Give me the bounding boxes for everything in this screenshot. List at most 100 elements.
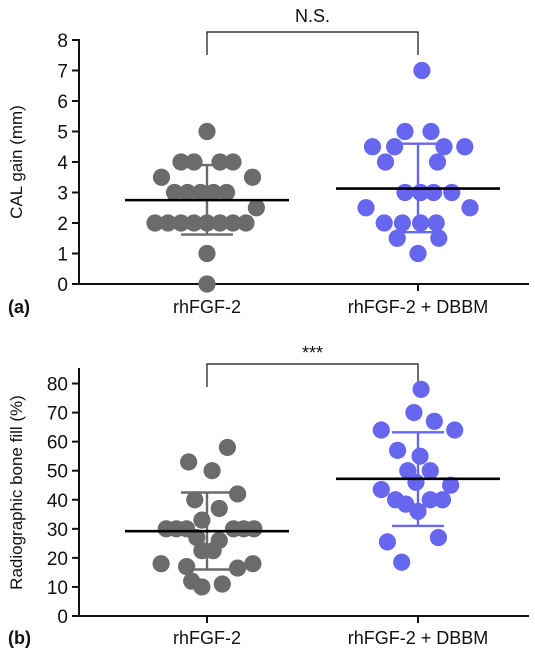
y-tick-label-0-4: 4 [57,153,68,174]
data-point-0-0-7 [165,183,184,202]
data-point-1-1-16 [409,502,427,520]
data-point-1-0-13 [188,528,206,547]
data-point-1-1-1 [405,403,423,422]
data-point-1-1-19 [393,553,411,571]
y-tick-label-0-0: 0 [57,275,68,296]
data-point-0-1-13 [357,199,375,217]
data-point-0-1-14 [461,199,479,217]
data-point-0-1-19 [388,229,406,247]
data-point-1-0-2 [203,462,221,480]
y-tick-label-0-7: 7 [57,62,68,83]
data-point-1-0-4 [186,491,204,509]
data-point-1-0-6 [193,511,211,529]
data-point-1-0-17 [152,555,170,573]
data-point-1-1-13 [421,491,439,509]
data-point-0-1-7 [376,153,395,171]
data-point-0-1-18 [427,214,445,232]
data-point-0-0-4 [224,153,242,171]
y-axis-label-0: CAL gain (mm) [7,105,26,219]
data-point-1-0-12 [245,520,263,538]
data-point-0-1-3 [363,138,382,156]
significance-bracket-0 [206,31,419,55]
data-point-0-0-10 [204,183,223,202]
y-tick-label-1-2: 20 [47,549,68,570]
data-point-0-0-15 [172,214,190,232]
y-tick-label-1-7: 70 [47,404,68,425]
data-point-0-0-14 [159,214,177,232]
data-point-0-0-0 [198,122,216,141]
data-point-0-1-21 [409,244,427,263]
data-point-0-0-8 [178,183,197,202]
data-point-0-0-1 [172,153,190,171]
data-point-0-0-17 [198,214,216,232]
data-point-0-0-3 [211,153,229,171]
y-tick-label-0-8: 8 [57,31,68,52]
panel-label-0: (a) [8,297,30,317]
data-point-1-0-1 [180,453,198,471]
data-point-0-0-11 [217,183,236,202]
data-point-1-0-23 [193,578,211,596]
data-point-1-1-11 [372,480,390,499]
y-tick-label-0-2: 2 [57,214,68,235]
data-point-0-1-16 [393,214,411,232]
data-point-1-1-2 [425,412,443,430]
data-point-0-1-6 [456,138,474,156]
data-point-1-0-22 [213,575,231,593]
data-point-0-1-15 [375,214,393,232]
data-point-0-1-20 [430,229,448,247]
data-point-0-0-5 [152,168,171,186]
x-tick-label-1-1: rhFGF-2 + DBBM [348,628,489,648]
x-tick-label-1-0: rhFGF-2 [173,628,241,648]
data-point-1-1-6 [411,447,429,465]
y-tick-label-1-1: 10 [47,578,68,599]
data-point-0-0-13 [146,214,164,232]
data-point-1-1-8 [421,462,439,480]
data-point-0-1-4 [386,138,404,156]
y-tick-label-1-4: 40 [47,491,68,512]
data-point-1-1-17 [378,533,396,551]
y-tick-label-1-8: 80 [47,375,68,396]
data-point-0-1-8 [428,153,447,171]
data-point-1-0-19 [178,558,196,576]
data-point-0-0-18 [211,214,229,232]
y-tick-label-0-3: 3 [57,184,68,205]
y-tick-label-1-5: 50 [47,462,68,483]
y-tick-label-1-0: 0 [57,607,68,628]
data-point-0-0-12 [247,199,265,217]
panel-label-1: (b) [8,628,31,648]
data-point-0-0-6 [243,168,262,186]
y-tick-label-0-1: 1 [57,245,68,266]
data-point-1-1-10 [442,476,460,494]
data-point-0-0-9 [191,183,210,202]
data-point-1-0-3 [229,485,247,503]
data-point-1-0-16 [204,542,222,560]
y-tick-label-0-5: 5 [57,123,68,144]
data-point-0-1-2 [422,122,440,141]
y-axis-label-1: Radiographic bone fill (%) [7,395,26,590]
data-point-0-1-5 [435,138,453,156]
data-point-1-1-5 [389,441,407,459]
data-point-0-0-22 [198,275,216,293]
data-point-0-0-2 [185,153,203,171]
y-tick-label-1-6: 60 [47,433,68,454]
data-point-1-1-3 [372,421,390,439]
x-tick-label-0-1: rhFGF-2 + DBBM [348,297,489,317]
data-point-1-0-0 [218,438,236,457]
significance-label-0: N.S. [295,6,330,26]
significance-bracket-1 [206,363,419,387]
data-point-0-0-19 [224,214,242,232]
x-tick-label-0-0: rhFGF-2 [173,297,241,317]
data-point-1-1-9 [407,473,425,491]
data-point-0-0-20 [237,214,255,232]
data-point-0-1-17 [412,214,430,232]
data-point-0-0-16 [185,214,203,232]
y-tick-label-0-6: 6 [57,92,68,113]
data-point-0-1-12 [443,183,461,202]
data-point-0-1-0 [413,61,431,80]
data-point-1-1-0 [412,380,430,398]
data-point-1-0-20 [229,559,247,577]
data-point-0-1-9 [396,183,414,202]
significance-label-1: *** [302,343,323,363]
data-point-1-1-4 [446,421,464,439]
